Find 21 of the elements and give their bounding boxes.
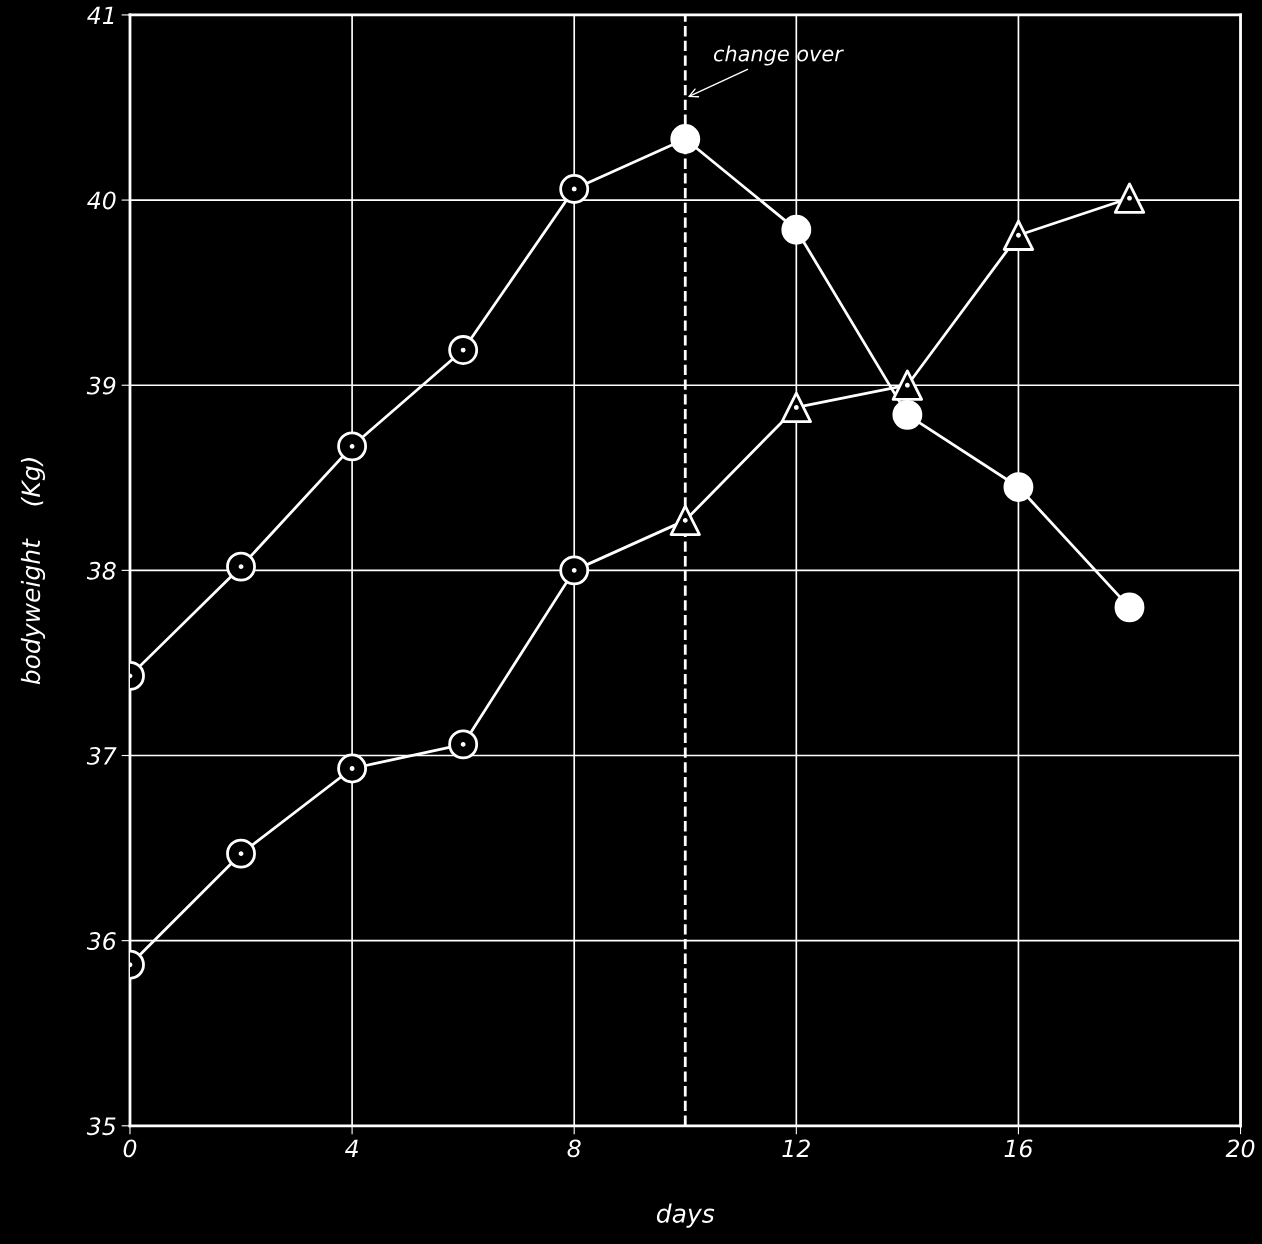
x-tick-label: 20 [1225, 1139, 1255, 1158]
y-tick-label: 35 [86, 1117, 116, 1136]
y-tick-label: 39 [86, 376, 116, 395]
x-tick-label: 0 [123, 1139, 137, 1158]
y-tick-label: 41 [87, 6, 114, 24]
point [669, 504, 701, 537]
point [1002, 219, 1035, 251]
x-axis-title: days [656, 1203, 715, 1228]
y-tick-label: 36 [86, 932, 116, 950]
point [780, 391, 812, 424]
x-tick-label: 4 [345, 1139, 358, 1157]
y-tick-label: 37 [86, 746, 117, 765]
x-tick-label: 16 [1004, 1139, 1033, 1158]
x-tick-label: 12 [782, 1139, 810, 1157]
y-axis-title: bodyweight (Kg) [20, 458, 46, 685]
ref-line-label: change over [713, 45, 844, 66]
point [1113, 182, 1146, 214]
x-tick-label: 8 [567, 1139, 581, 1158]
point [891, 369, 923, 401]
y-tick-label: 40 [87, 191, 116, 210]
y-tick-label: 38 [86, 561, 116, 580]
